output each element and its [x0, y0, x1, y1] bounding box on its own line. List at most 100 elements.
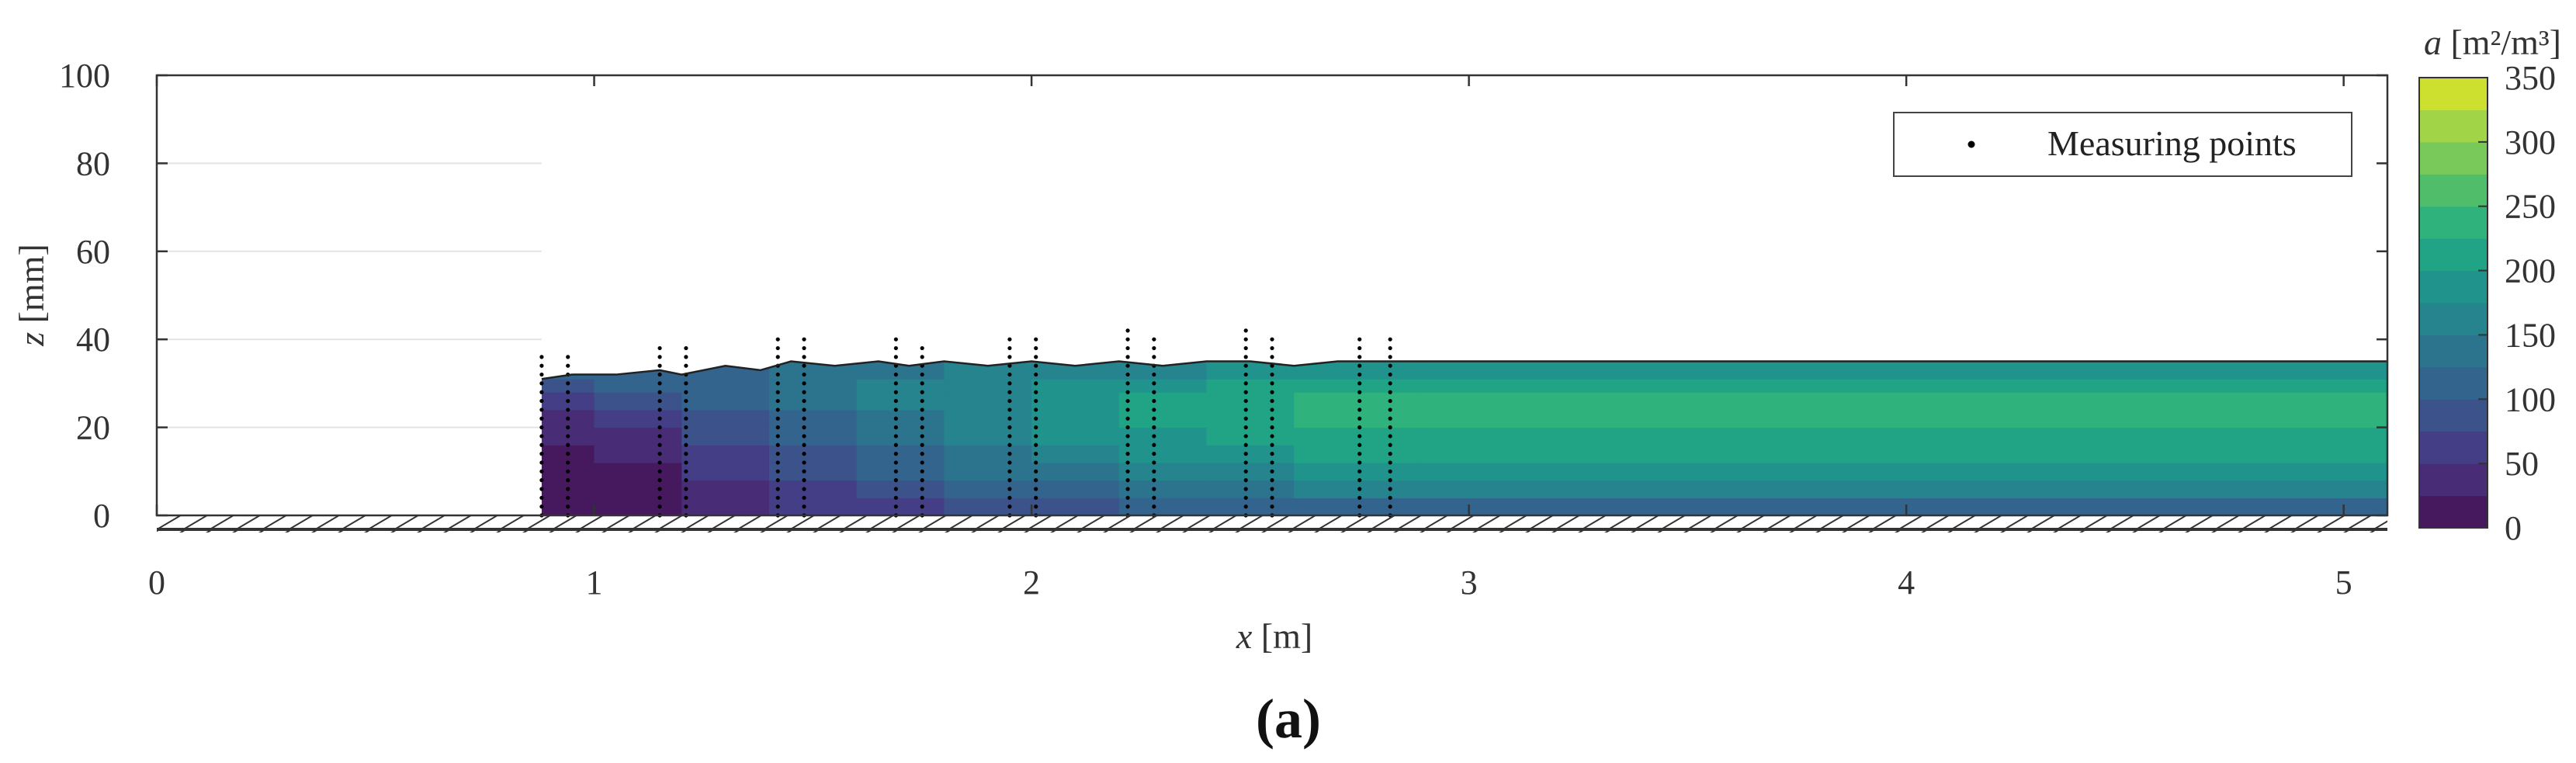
measuring-point	[1007, 398, 1012, 404]
x-tick-label: 1	[586, 564, 603, 602]
field-cell	[1416, 498, 2387, 515]
measuring-point	[1357, 372, 1362, 377]
field-cell	[1031, 445, 1120, 463]
x-tick-label: 5	[2335, 564, 2352, 602]
measuring-point	[684, 355, 688, 359]
measuring-point	[1125, 345, 1130, 351]
measuring-point	[920, 381, 924, 386]
colorbar-ticks: 0 50 100 150 200 250 300 350	[2478, 59, 2556, 547]
colorbar-tick-label: 250	[2505, 188, 2556, 226]
field-cell	[1206, 392, 1295, 411]
measuring-point	[539, 434, 544, 439]
measuring-point	[657, 469, 662, 473]
field-cell	[681, 462, 770, 481]
measuring-point	[684, 460, 688, 465]
measuring-point	[1152, 469, 1156, 473]
field-cell	[594, 462, 682, 481]
colorbar-segment	[2419, 366, 2488, 400]
measuring-point	[684, 442, 688, 447]
measuring-point	[1152, 398, 1156, 404]
measuring-point	[802, 434, 806, 439]
measuring-point	[539, 460, 544, 465]
measuring-point	[893, 469, 898, 473]
measuring-point	[684, 452, 688, 456]
colorbar-segment	[2419, 206, 2488, 239]
measuring-point	[1007, 495, 1012, 500]
field-cell	[944, 392, 1032, 411]
field-cell	[768, 462, 858, 481]
measuring-point	[1007, 381, 1012, 386]
measuring-point	[1388, 408, 1392, 412]
measuring-point	[657, 381, 662, 386]
measuring-point	[893, 452, 898, 456]
measuring-point	[1357, 337, 1362, 342]
measuring-point	[775, 372, 780, 377]
field-cell	[856, 427, 945, 446]
colorbar-segment	[2419, 174, 2488, 207]
measuring-point	[802, 337, 806, 342]
measuring-point	[1357, 442, 1362, 447]
measuring-point	[657, 408, 662, 412]
measuring-point	[802, 425, 806, 430]
field-cell	[1294, 445, 1417, 463]
measuring-point	[1125, 460, 1130, 465]
field-cell	[594, 409, 682, 428]
measuring-point	[1125, 381, 1130, 386]
measuring-point	[657, 487, 662, 491]
measuring-point	[1357, 416, 1362, 421]
measuring-point	[1270, 398, 1274, 404]
measuring-point	[893, 460, 898, 465]
measuring-point	[1034, 381, 1038, 386]
measuring-point	[539, 487, 544, 491]
field-cell	[594, 445, 682, 463]
measuring-point	[1152, 425, 1156, 430]
field-cell	[1206, 409, 1295, 428]
x-tick-labels: 0 1 2 3 4 5	[148, 564, 2352, 602]
measuring-point	[1357, 452, 1362, 456]
field-cell	[768, 409, 858, 428]
measuring-point	[1007, 355, 1012, 359]
measuring-point	[1007, 469, 1012, 473]
measuring-point	[1007, 442, 1012, 447]
field-cell	[1294, 409, 1417, 428]
y-tick-label: 40	[76, 321, 110, 359]
measuring-point	[1243, 345, 1248, 351]
measuring-point	[1388, 434, 1392, 439]
measuring-point	[802, 363, 806, 368]
field-cell	[1206, 427, 1295, 446]
measuring-point	[657, 345, 662, 351]
measuring-point	[1388, 398, 1392, 404]
measuring-point	[1152, 495, 1156, 500]
field-cell	[1031, 462, 1120, 481]
field-cell	[1294, 462, 1417, 481]
measuring-point	[539, 469, 544, 473]
field-cell	[768, 445, 858, 463]
field-cell	[856, 462, 945, 481]
field-cell	[1031, 379, 1120, 393]
measuring-point	[566, 425, 570, 430]
measuring-point	[566, 390, 570, 394]
measuring-point	[657, 390, 662, 394]
measuring-point	[539, 505, 544, 509]
measuring-point	[1357, 425, 1362, 430]
colorbar-tick-label: 100	[2505, 380, 2556, 418]
measuring-point	[1152, 372, 1156, 377]
field-cell	[1416, 480, 2387, 498]
measuring-point	[1388, 390, 1392, 394]
measuring-point	[802, 345, 806, 351]
measuring-point	[539, 408, 544, 412]
x-tick-label: 3	[1461, 564, 1478, 602]
measuring-point	[1357, 390, 1362, 394]
measuring-point	[1152, 355, 1156, 359]
measuring-point	[684, 390, 688, 394]
field-cell	[944, 379, 1032, 393]
colorbar-segment	[2419, 141, 2488, 175]
measuring-point	[1152, 460, 1156, 465]
field-cell	[1206, 498, 1295, 515]
measuring-point	[775, 355, 780, 359]
colorbar-segment	[2419, 431, 2488, 464]
measuring-point	[684, 408, 688, 412]
measuring-point	[1034, 372, 1038, 377]
y-axis-title: z [mm]	[12, 244, 51, 347]
